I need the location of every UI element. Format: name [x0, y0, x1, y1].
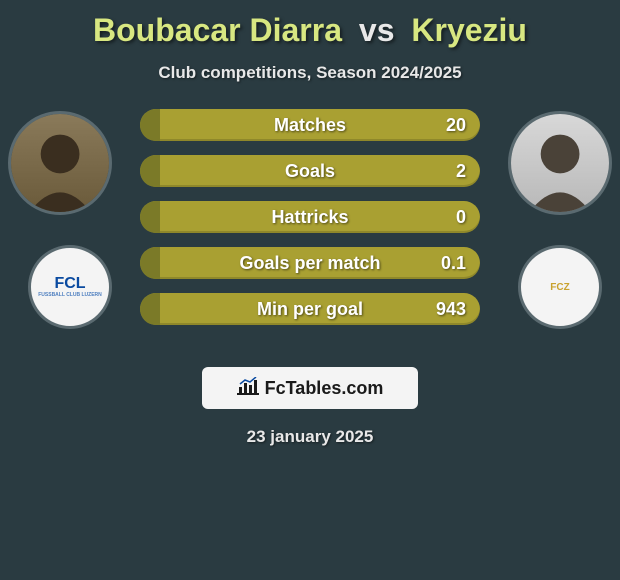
avatar-placeholder-icon — [11, 114, 109, 212]
stat-label: Hattricks — [140, 207, 480, 228]
title-vs: vs — [351, 12, 403, 48]
club-left-code: FCL — [38, 275, 102, 293]
avatar-placeholder-icon — [511, 114, 609, 212]
club-left-sub: FUSSBALL CLUB LUZERN — [38, 293, 102, 299]
stat-label: Goals per match — [140, 253, 480, 274]
stat-label: Goals — [140, 161, 480, 182]
stat-bars: Matches20Goals2Hattricks0Goals per match… — [140, 109, 480, 325]
club-label: FCL FUSSBALL CLUB LUZERN — [38, 275, 102, 298]
stat-value-right: 0 — [456, 207, 466, 228]
club-badge-player1: FCL FUSSBALL CLUB LUZERN — [28, 245, 112, 329]
date-label: 23 january 2025 — [247, 427, 374, 447]
stat-value-right: 20 — [446, 115, 466, 136]
stat-bar: Goals per match0.1 — [140, 247, 480, 279]
stats-area: FCL FUSSBALL CLUB LUZERN FCZ Matches20Go… — [0, 109, 620, 349]
stat-bar: Goals2 — [140, 155, 480, 187]
title-player1: Boubacar Diarra — [93, 12, 342, 48]
stat-label: Min per goal — [140, 299, 480, 320]
stat-bar: Min per goal943 — [140, 293, 480, 325]
brand-text: FcTables.com — [265, 378, 384, 399]
chart-icon — [237, 377, 259, 400]
stat-bar: Matches20 — [140, 109, 480, 141]
stat-label: Matches — [140, 115, 480, 136]
stat-value-right: 943 — [436, 299, 466, 320]
avatar-player2 — [508, 111, 612, 215]
title: Boubacar Diarra vs Kryeziu — [93, 12, 527, 49]
avatar-player1 — [8, 111, 112, 215]
subtitle: Club competitions, Season 2024/2025 — [158, 63, 461, 83]
title-player2: Kryeziu — [411, 12, 527, 48]
brand-badge: FcTables.com — [202, 367, 418, 409]
club-badge-player2: FCZ — [518, 245, 602, 329]
stat-bar: Hattricks0 — [140, 201, 480, 233]
club-label: FCZ — [550, 282, 569, 293]
stat-value-right: 0.1 — [441, 253, 466, 274]
stat-value-right: 2 — [456, 161, 466, 182]
comparison-card: Boubacar Diarra vs Kryeziu Club competit… — [0, 0, 620, 447]
